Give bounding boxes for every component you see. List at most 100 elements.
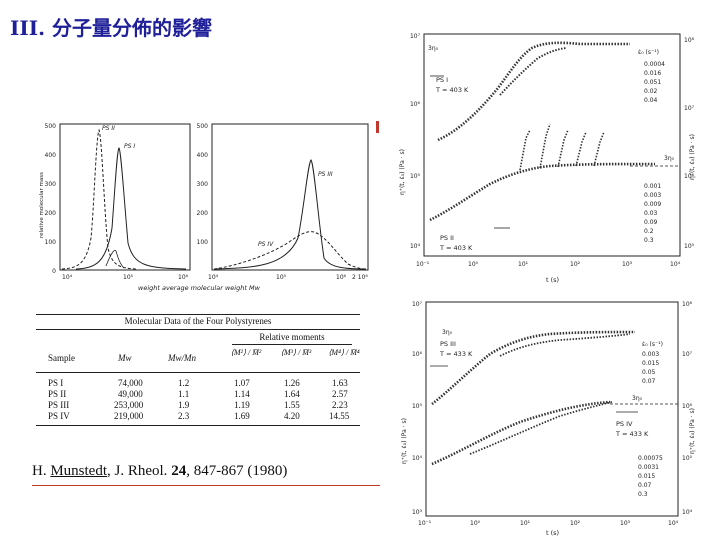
bot-legend1-3: 0.07 (642, 378, 656, 385)
citation-journal: , J. Rheol. (107, 463, 168, 479)
bot-xlabel: t (s) (546, 529, 559, 537)
mwd-xlabel: weight average molecular weight Mw (138, 284, 261, 292)
bot-legend2-2: 0.015 (638, 473, 655, 480)
ytick-0: 0 (52, 268, 56, 275)
row1-ratio: 1.2 (178, 378, 190, 388)
table-caption-rule (36, 329, 360, 330)
row1-m3: 1.26 (284, 378, 300, 388)
header-m2: ⟨M²⟩ / M̄² (230, 348, 262, 357)
row3-sample: PS III (48, 400, 70, 410)
bot-ytick-1e7: 10⁷ (412, 301, 423, 308)
top-xtick-1: 10⁰ (468, 261, 479, 268)
bot-legend2-0: 0.00075 (638, 455, 663, 462)
mwd-ylabel: relative molecular mass (39, 172, 45, 238)
row1-m2: 1.07 (234, 378, 250, 388)
row1-m4: 1.63 (332, 378, 348, 388)
bot-legend2-3: 0.07 (638, 482, 652, 489)
bot-xtick-5: 10⁴ (668, 520, 679, 527)
ps2-spike-3 (557, 129, 569, 168)
top-plot-frame (423, 33, 681, 257)
table-caption: Molecular Data of the Four Polystyrenes (124, 316, 272, 326)
row2-sample: PS II (48, 389, 67, 399)
top-ytick-r-1e7: 10⁷ (684, 105, 695, 112)
bot-3eta-right: 3η₀ (632, 395, 643, 402)
bot-label-ps4-temp: T = 433 K (615, 430, 649, 438)
top-right-plot-panel: 10⁷ 10⁶ 10⁵ 10⁴ 10⁸ 10⁷ 10⁶ 10⁵ 10⁻¹ 10⁰… (380, 20, 700, 290)
ps1-curve (75, 147, 187, 270)
bot-xtick-0: 10⁻¹ (418, 520, 432, 527)
top-legend2-5: 0.2 (644, 228, 654, 235)
row1-mw: 74,000 (118, 378, 143, 388)
ytick-300: 300 (45, 181, 57, 188)
mwd-plot-svg: 500 400 300 200 100 0 500 400 300 200 10… (39, 123, 369, 292)
bot-legend2-1: 0.0031 (638, 464, 659, 471)
ytick-400: 400 (45, 152, 57, 159)
top-ytick-1e4: 10⁴ (410, 243, 421, 250)
row3-m4: 2.23 (332, 400, 348, 410)
bot-legend1-2: 0.05 (642, 369, 656, 376)
ytick-r-200: 200 (197, 210, 209, 217)
ps1-data-upper (499, 47, 567, 96)
table-group-rule (232, 344, 352, 345)
citation-author: H. (32, 463, 47, 479)
ps2-curve (61, 128, 137, 270)
label-ps1: PS I (124, 143, 135, 150)
top-ylabel: η⁺(t, ε̇₀) (Pa · s) (399, 149, 406, 195)
row1-sample: PS I (48, 378, 64, 388)
top-xtick-5: 10⁴ (670, 261, 681, 268)
bot-ytick-1e6: 10⁶ (412, 351, 423, 358)
row4-mw: 219,000 (114, 411, 144, 421)
ps3-curve (213, 159, 367, 270)
molecular-data-table: Molecular Data of the Four Polystyrenes … (36, 314, 360, 429)
ps3-data (431, 330, 636, 406)
bot-ylabel: η⁺(t, ε̇₀) (Pa · s) (401, 418, 408, 464)
bot-label-ps3: PS III (440, 340, 456, 348)
top-label-ps1-temp: T = 403 K (435, 86, 469, 94)
top-label-ps2: PS II (440, 234, 454, 242)
bot-ytick-r-1e6: 10⁶ (682, 403, 693, 410)
bot-ytick-1e4: 10⁴ (412, 455, 423, 462)
red-marker (376, 121, 379, 133)
bot-ytick-r-1e5: 10⁵ (682, 455, 693, 462)
top-legend2-2: 0.009 (644, 201, 661, 208)
citation-volume: 24 (171, 463, 187, 479)
bot-ylabel-right: η⁺(t, ε̇₀) (Pa · s) (689, 408, 696, 454)
xtick-left-1e5: 10⁵ (123, 274, 134, 281)
ps4-curve (213, 231, 367, 270)
bot-xtick-3: 10² (570, 520, 581, 527)
top-label-ps2-temp: T = 403 K (439, 244, 473, 252)
slide-title: III. 分子量分佈的影響 (10, 16, 212, 40)
row4-m3: 4.20 (284, 411, 300, 421)
ps4-data (431, 400, 611, 466)
row3-mw: 253,000 (114, 400, 144, 410)
ps2-spike-4 (575, 131, 587, 167)
top-legend1-1: 0.016 (644, 70, 661, 77)
row2-m3: 1.64 (284, 389, 300, 399)
bottom-right-plot-svg: 10⁷ 10⁶ 10⁵ 10⁴ 10³ 10⁸ 10⁷ 10⁶ 10⁵ 10⁴ … (401, 301, 696, 537)
top-xtick-4: 10³ (622, 261, 633, 268)
ytick-r-300: 300 (197, 181, 209, 188)
top-ytick-r-1e6: 10⁶ (684, 173, 695, 180)
top-legend2-4: 0.09 (644, 219, 658, 226)
bot-3eta-left: 3η₀ (442, 329, 453, 336)
top-xtick-0: 10⁻¹ (416, 261, 430, 268)
label-ps3: PS III (318, 171, 333, 178)
top-xtick-3: 10² (570, 261, 581, 268)
top-3eta-left: 3η₀ (428, 45, 439, 52)
bot-ytick-1e5: 10⁵ (412, 403, 423, 410)
ps3-data-lower (499, 333, 631, 357)
bot-legend2-4: 0.3 (638, 491, 648, 498)
citation-rest: , 847-867 (1980) (186, 463, 288, 479)
xtick-right-1e5: 10⁵ (276, 274, 287, 281)
bot-label-ps3-temp: T = 433 K (439, 350, 473, 358)
top-legend2-6: 0.3 (644, 237, 654, 244)
bottom-right-plot-panel: 10⁷ 10⁶ 10⁵ 10⁴ 10³ 10⁸ 10⁷ 10⁶ 10⁵ 10⁴ … (380, 294, 700, 538)
bot-ytick-r-1e8: 10⁸ (682, 301, 693, 308)
right-subplot-frame (211, 123, 369, 271)
top-xtick-2: 10¹ (518, 261, 529, 268)
ps2-spike-2 (539, 123, 551, 169)
top-legend1-0: 0.0004 (644, 61, 665, 68)
bot-legend1-1: 0.015 (642, 360, 659, 367)
bot-legend-title: ε̇₀ (s⁻¹) (642, 341, 663, 348)
row3-m2: 1.19 (234, 400, 250, 410)
